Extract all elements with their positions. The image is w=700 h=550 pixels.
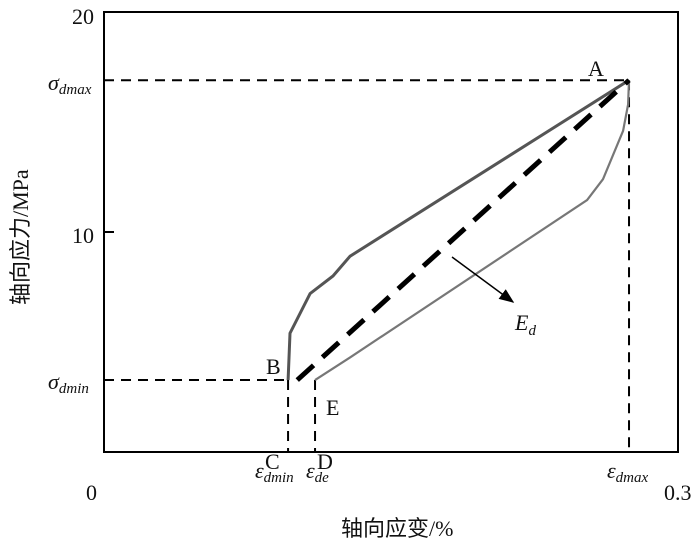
x-tick-label-0: 0	[86, 480, 97, 505]
eps-dmax-label: εdmax	[607, 458, 649, 486]
x-axis-label: 轴向应变/%	[341, 516, 453, 541]
loading-curve	[286, 78, 630, 381]
point-label-c: C	[265, 449, 280, 474]
reference-lines	[104, 79, 631, 452]
point-label-e: E	[326, 395, 339, 420]
sigma-dmax-label: σdmax	[48, 70, 92, 98]
ed-arrow	[451, 256, 515, 303]
point-label-a: A	[588, 56, 604, 81]
y-tick-label-10: 10	[72, 223, 94, 248]
eps-de-label: εde	[306, 458, 329, 486]
y-tick-label-20: 20	[72, 4, 94, 29]
y-axis-label: 轴向应力/MPa	[8, 169, 33, 305]
eps-dmin-label: εdmin	[255, 458, 294, 486]
point-label-d: D	[317, 449, 333, 474]
x-tick-label-0.3: 0.3	[664, 480, 692, 505]
unloading-curve	[314, 80, 631, 382]
point-label-b: B	[266, 354, 281, 379]
dynamic-modulus-line	[295, 78, 631, 382]
ed-label: Ed	[514, 310, 536, 339]
sigma-dmin-label: σdmin	[48, 369, 89, 397]
